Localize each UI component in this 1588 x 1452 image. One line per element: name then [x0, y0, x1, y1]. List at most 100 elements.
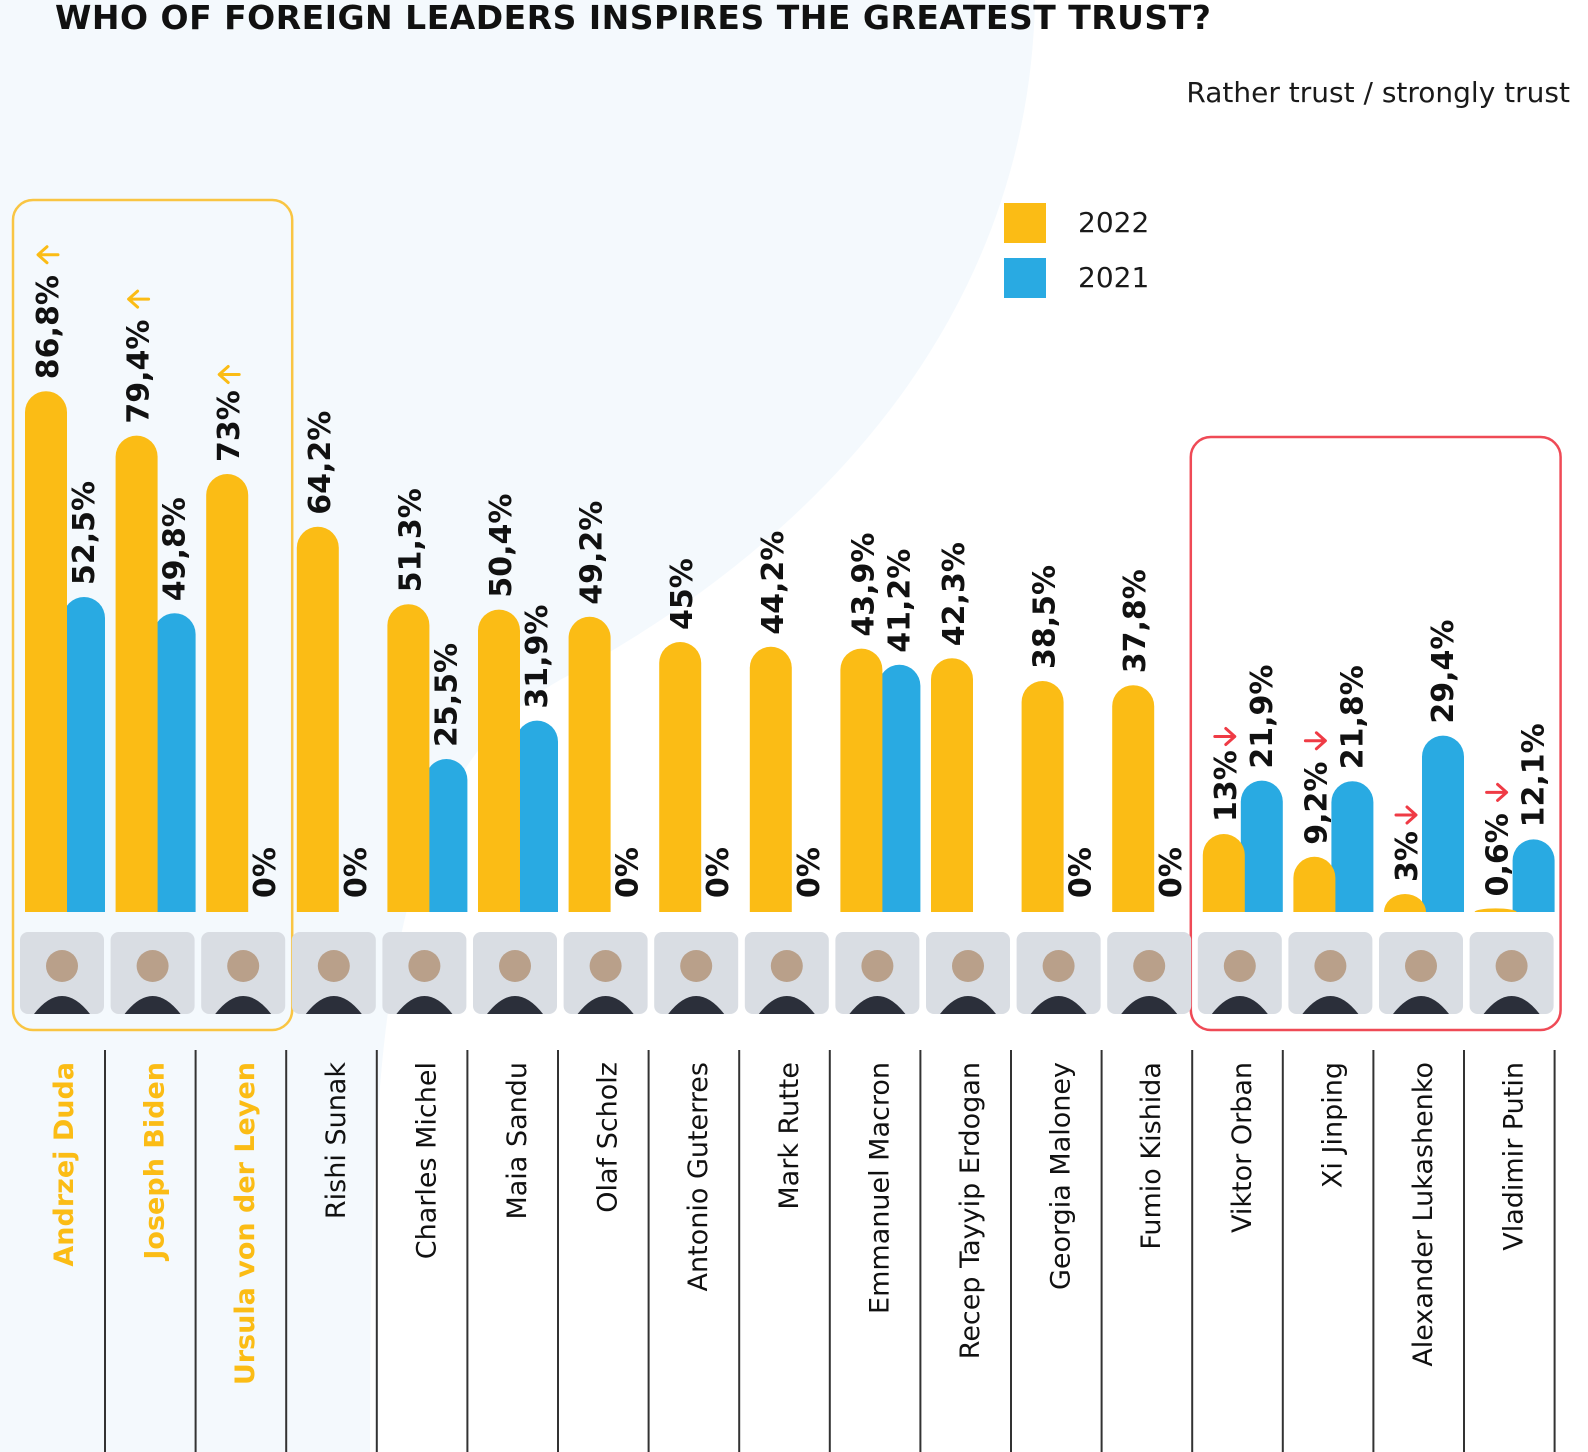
- value-label-2022-maia-sandu: 50,4%: [484, 494, 519, 598]
- category-label-olaf-scholz: Olaf Scholz: [593, 1062, 624, 1213]
- bar-2022-olaf-scholz: [568, 616, 611, 912]
- portrait-suit-xi-jinping: [1302, 996, 1359, 1014]
- portrait-suit-vladimir-putin: [1483, 996, 1540, 1014]
- bar-2021-viktor-orban: [1240, 780, 1283, 912]
- portrait-suit-antonio-guterres: [668, 996, 725, 1014]
- bar-2021-alexander-lukashenko: [1422, 735, 1464, 912]
- value-label-2021-vladimir-putin: 12,1%: [1517, 723, 1552, 827]
- portrait-face-joseph-biden: [136, 950, 169, 982]
- trend-arrow-down-viktor-orban: [1213, 727, 1237, 746]
- value-label-2021-xi-jinping: 21,8%: [1335, 665, 1370, 769]
- portrait-suit-charles-michel: [396, 996, 453, 1014]
- bar-2021-emmanuel-macron: [878, 664, 921, 912]
- value-label-2022-alexander-lukashenko: 3%: [1390, 831, 1425, 882]
- value-label-2021-rishi-sunak: 0%: [339, 847, 374, 898]
- value-label-2022-charles-michel: 51,3%: [393, 488, 428, 592]
- bar-2022-fumio-kishida: [1112, 685, 1155, 912]
- highlight-frame-least-trusted: [1189, 435, 1562, 1032]
- bar-2021-charles-michel: [425, 759, 468, 912]
- category-label-georgia-maloney: Georgia Maloney: [1046, 1062, 1077, 1290]
- portrait-suit-alexander-lukashenko: [1393, 996, 1449, 1014]
- category-label-ursula-von-der-leyen: Ursula von der Leyen: [230, 1062, 261, 1385]
- category-label-fumio-kishida: Fumio Kishida: [1136, 1062, 1167, 1250]
- category-label-alexander-lukashenko: Alexander Lukashenko: [1408, 1062, 1439, 1367]
- value-label-2022-vladimir-putin: 0,6%: [1481, 813, 1516, 896]
- category-label-emmanuel-macron: Emmanuel Macron: [864, 1062, 895, 1314]
- trend-arrow-up-joseph-biden: [127, 289, 151, 309]
- bar-2022-georgia-maloney: [1021, 681, 1064, 912]
- value-label-2022-andrzej-duda: 86,8%: [31, 275, 66, 379]
- portrait-face-georgia-maloney: [1042, 950, 1075, 982]
- value-label-2021-ursula-von-der-leyen: 0%: [248, 847, 283, 898]
- portrait-suit-maia-sandu: [487, 996, 543, 1014]
- category-label-maia-sandu: Maia Sandu: [502, 1062, 533, 1220]
- portrait-suit-mark-rutte: [758, 996, 815, 1014]
- portrait-suit-recep-tayyip-erdogan: [940, 996, 996, 1014]
- bar-2022-antonio-guterres: [659, 642, 702, 912]
- bar-2021-maia-sandu: [516, 720, 558, 912]
- value-label-2022-xi-jinping: 9,2%: [1299, 762, 1334, 845]
- portrait-face-recep-tayyip-erdogan: [952, 950, 984, 982]
- portrait-face-rishi-sunak: [317, 950, 350, 982]
- bar-2022-rishi-sunak: [296, 526, 339, 912]
- legend-label-2022: 2022: [1078, 206, 1150, 239]
- portrait-suit-ursula-von-der-leyen: [215, 996, 272, 1014]
- portrait-suit-olaf-scholz: [577, 996, 634, 1014]
- category-label-vladimir-putin: Vladimir Putin: [1499, 1062, 1530, 1251]
- value-label-2022-mark-rutte: 44,2%: [756, 531, 791, 635]
- value-label-2022-antonio-guterres: 45%: [665, 558, 700, 630]
- bar-2022-ursula-von-der-leyen: [206, 474, 249, 912]
- value-label-2022-emmanuel-macron: 43,9%: [846, 533, 881, 637]
- portrait-suit-georgia-maloney: [1030, 996, 1087, 1014]
- category-label-mark-rutte: Mark Rutte: [774, 1062, 805, 1210]
- value-label-2021-georgia-maloney: 0%: [1064, 847, 1099, 898]
- highlight-frame-most-trusted: [11, 198, 294, 1032]
- value-label-2022-georgia-maloney: 38,5%: [1028, 565, 1063, 669]
- portrait-face-charles-michel: [408, 950, 441, 982]
- bar-2022-maia-sandu: [478, 609, 520, 912]
- portrait-suit-joseph-biden: [124, 996, 181, 1014]
- portrait-suit-andrzej-duda: [34, 996, 90, 1014]
- portrait-face-ursula-von-der-leyen: [227, 950, 260, 982]
- portrait-face-fumio-kishida: [1133, 950, 1166, 982]
- portrait-face-emmanuel-macron: [861, 950, 894, 982]
- bar-2022-recep-tayyip-erdogan: [931, 658, 973, 912]
- portrait-suit-emmanuel-macron: [849, 996, 906, 1014]
- portrait-face-antonio-guterres: [680, 950, 713, 982]
- trend-arrow-down-xi-jinping: [1303, 731, 1327, 751]
- portrait-suit-rishi-sunak: [305, 996, 362, 1014]
- value-label-2021-fumio-kishida: 0%: [1154, 847, 1189, 898]
- trend-arrow-up-ursula-von-der-leyen: [217, 365, 241, 384]
- value-label-2021-mark-rutte: 0%: [792, 847, 827, 898]
- value-label-2021-emmanuel-macron: 41,2%: [882, 549, 917, 653]
- chart-subtitle: Rather trust / strongly trust: [1186, 76, 1570, 109]
- category-label-antonio-guterres: Antonio Guterres: [683, 1062, 714, 1291]
- value-label-2021-viktor-orban: 21,9%: [1245, 665, 1280, 769]
- value-label-2022-joseph-biden: 79,4%: [122, 320, 157, 424]
- category-label-rishi-sunak: Rishi Sunak: [321, 1062, 352, 1219]
- bar-2022-andrzej-duda: [25, 391, 67, 912]
- bar-2022-charles-michel: [387, 604, 430, 912]
- bar-2021-andrzej-duda: [63, 597, 105, 912]
- legend-swatch-2021: [1004, 258, 1046, 298]
- bar-2021-joseph-biden: [153, 613, 196, 912]
- category-label-viktor-orban: Viktor Orban: [1227, 1062, 1258, 1233]
- trend-arrow-down-vladimir-putin: [1485, 782, 1509, 802]
- category-label-xi-jinping: Xi Jinping: [1317, 1062, 1348, 1188]
- portrait-face-alexander-lukashenko: [1405, 950, 1437, 982]
- trend-arrow-up-andrzej-duda: [36, 245, 60, 265]
- portrait-face-viktor-orban: [1223, 950, 1256, 982]
- value-label-2022-recep-tayyip-erdogan: 42,3%: [937, 542, 972, 646]
- bar-2022-alexander-lukashenko: [1384, 894, 1426, 912]
- bar-2022-viktor-orban: [1202, 834, 1245, 912]
- value-label-2022-fumio-kishida: 37,8%: [1118, 569, 1153, 673]
- portrait-face-mark-rutte: [770, 950, 803, 982]
- portrait-suit-viktor-orban: [1211, 996, 1268, 1014]
- category-label-joseph-biden: Joseph Biden: [140, 1062, 171, 1262]
- category-label-recep-tayyip-erdogan: Recep Tayyip Erdogan: [955, 1062, 986, 1359]
- bar-2022-vladimir-putin: [1474, 908, 1517, 912]
- value-label-2021-olaf-scholz: 0%: [611, 847, 646, 898]
- value-label-2022-viktor-orban: 13%: [1209, 750, 1244, 822]
